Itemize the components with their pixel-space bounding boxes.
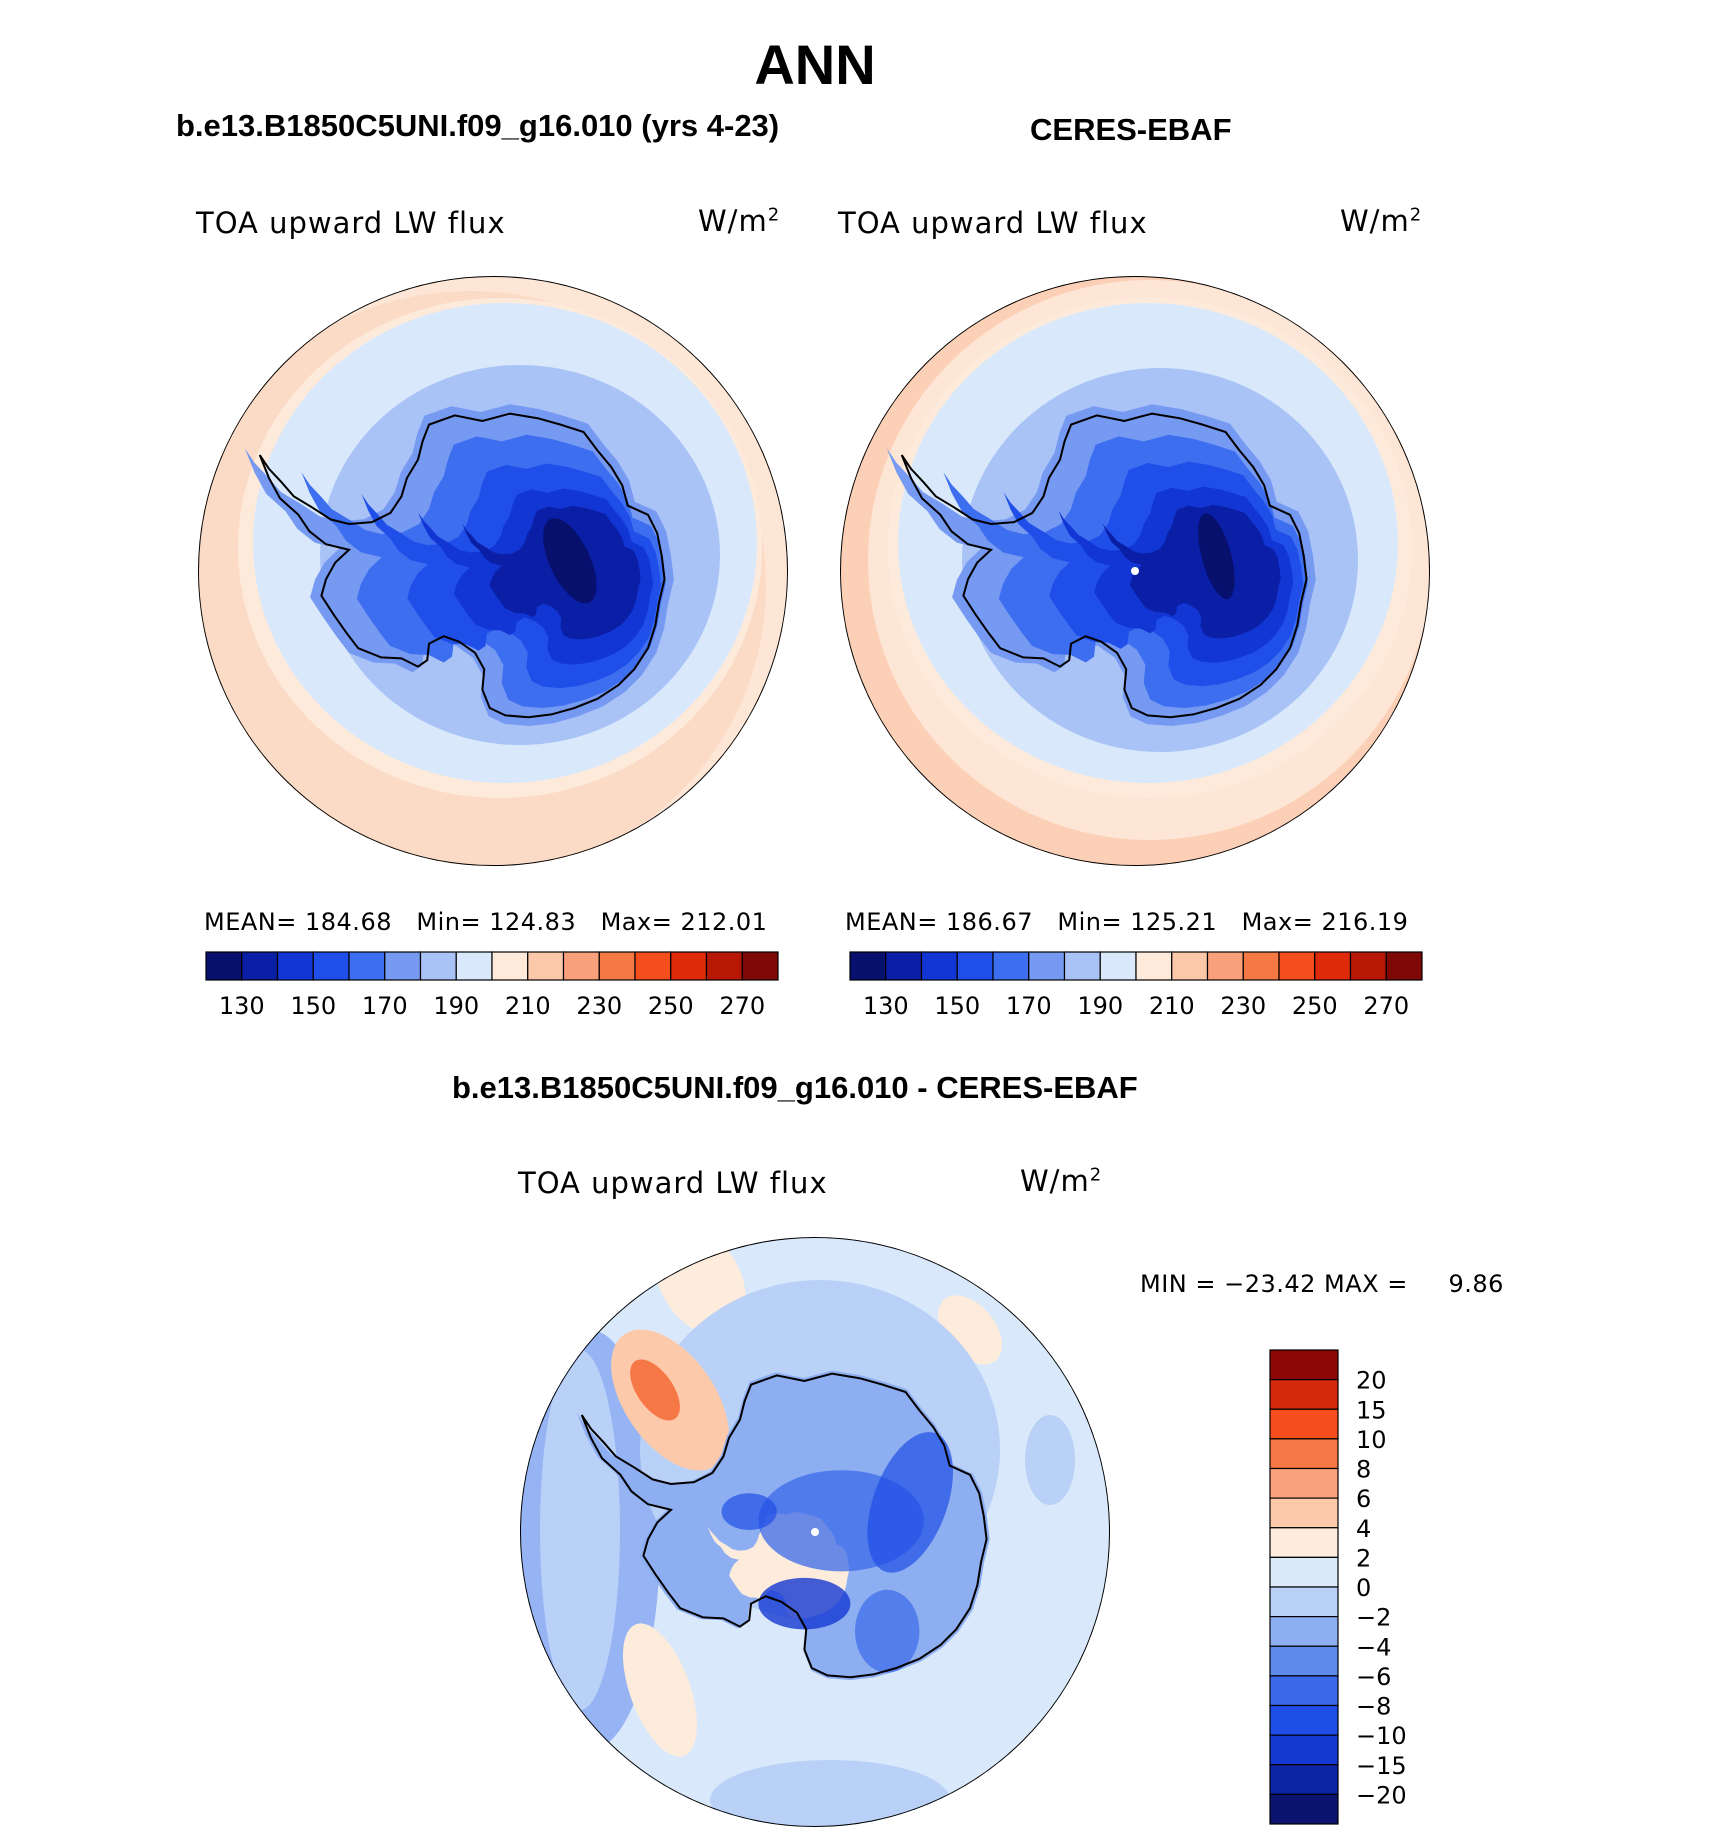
difference-colorbar-swatch <box>1269 1467 1339 1499</box>
panel2-colorbar-tick-label: 210 <box>1149 992 1195 1020</box>
difference-colorbar-tick-label: 15 <box>1356 1396 1387 1424</box>
panel2-colorbar-tick-label: 170 <box>1006 992 1052 1020</box>
panel1-colorbar-swatch <box>455 951 493 981</box>
difference-colorbar-swatch <box>1269 1497 1339 1529</box>
panel1-colorbar-tick-label: 170 <box>362 992 408 1020</box>
difference-colorbar-tick-label: 4 <box>1356 1515 1371 1543</box>
panel1-colorbar-tick-label: 150 <box>290 992 336 1020</box>
difference-colorbar-swatch <box>1269 1438 1339 1470</box>
difference-variable-label: TOA upward LW flux <box>518 1166 828 1200</box>
panel1-colorbar-swatch <box>670 951 708 981</box>
panel1-colorbar-tick-label: 250 <box>648 992 694 1020</box>
panel1-colorbar-swatch <box>419 951 457 981</box>
difference-units-label: W/m2 <box>1020 1164 1103 1198</box>
panel1-colorbar-swatch <box>527 951 565 981</box>
panel2-colorbar-swatch <box>1242 951 1280 981</box>
panel2-colorbar-tick-label: 130 <box>863 992 909 1020</box>
panel1-colorbar-swatch <box>384 951 422 981</box>
difference-map <box>520 1237 1110 1827</box>
panel2-colorbar-swatch <box>1028 951 1066 981</box>
difference-colorbar-tick-label: −4 <box>1356 1633 1391 1661</box>
panel1-variable-label: TOA upward LW flux <box>196 206 506 240</box>
panel1-colorbar-swatch <box>205 951 243 981</box>
panel1-colorbar-swatch <box>241 951 279 981</box>
panel2-units-label: W/m2 <box>1340 204 1423 238</box>
difference-colorbar-tick-label: −15 <box>1356 1752 1407 1780</box>
panel2-colorbar-swatch <box>1206 951 1244 981</box>
difference-minmax: MIN = −23.42 MAX = 9.86 <box>1140 1270 1504 1298</box>
difference-colorbar-tick-label: 20 <box>1356 1367 1387 1395</box>
panel2-colorbar-swatch <box>1171 951 1209 981</box>
panel1-colorbar-swatch <box>491 951 529 981</box>
panel1-colorbar-swatch <box>312 951 350 981</box>
difference-colorbar-swatch <box>1269 1556 1339 1588</box>
panel1-colorbar-tick-label: 130 <box>219 992 265 1020</box>
difference-colorbar-tick-label: 10 <box>1356 1426 1387 1454</box>
panel2-colorbar-tick-label: 230 <box>1220 992 1266 1020</box>
difference-colorbar-tick-label: 0 <box>1356 1574 1371 1602</box>
panel1-colorbar-swatch <box>562 951 600 981</box>
panel1-colorbar-swatch <box>705 951 743 981</box>
difference-title: b.e13.B1850C5UNI.f09_g16.010 - CERES-EBA… <box>452 1070 1138 1105</box>
difference-colorbar-tick-label: −2 <box>1356 1604 1391 1632</box>
difference-colorbar-swatch <box>1269 1616 1339 1647</box>
difference-colorbar-swatch <box>1269 1349 1339 1381</box>
panel2-map <box>840 276 1430 866</box>
season-title: ANN <box>754 33 876 96</box>
panel2-colorbar-swatch <box>885 951 923 981</box>
panel2-colorbar-swatch <box>1135 951 1173 981</box>
panel1-colorbar-swatch <box>741 951 779 981</box>
panel1-stats: MEAN= 184.68 Min= 124.83 Max= 212.01 <box>204 908 768 936</box>
panel2-colorbar-swatch <box>1099 951 1137 981</box>
difference-colorbar-swatch <box>1269 1527 1339 1558</box>
panel2-colorbar-tick-label: 190 <box>1077 992 1123 1020</box>
panel2-colorbar-swatch <box>1063 951 1101 981</box>
panel2-colorbar-swatch <box>1314 951 1352 981</box>
panel2-colorbar: 130 150 170 190 210 230 250 270 <box>849 951 1423 1020</box>
panel1-colorbar-tick-label: 210 <box>505 992 551 1020</box>
panel1-colorbar-swatch <box>634 951 672 981</box>
panel2-colorbar-swatch <box>849 951 887 981</box>
difference-colorbar-swatch <box>1269 1379 1339 1410</box>
panel2-colorbar-swatch <box>1349 951 1387 981</box>
difference-colorbar-tick-label: 6 <box>1356 1485 1371 1513</box>
difference-colorbar-swatch <box>1269 1586 1339 1618</box>
difference-colorbar-swatch <box>1269 1704 1339 1736</box>
panel2-colorbar-swatch <box>956 951 994 981</box>
difference-colorbar-swatch <box>1269 1793 1339 1825</box>
panel1-colorbar-tick-label: 190 <box>433 992 479 1020</box>
difference-colorbar-swatch <box>1269 1734 1339 1766</box>
panel2-variable-label: TOA upward LW flux <box>838 206 1148 240</box>
panel1-case-title: b.e13.B1850C5UNI.f09_g16.010 (yrs 4-23) <box>176 108 780 143</box>
difference-colorbar-swatch <box>1269 1645 1339 1677</box>
panel2-colorbar-tick-label: 270 <box>1363 992 1409 1020</box>
panel2-colorbar-swatch <box>992 951 1030 981</box>
panel1-colorbar-swatch <box>598 951 636 981</box>
difference-colorbar-tick-label: 2 <box>1356 1544 1371 1572</box>
difference-colorbar-swatch <box>1269 1764 1339 1795</box>
panel1-colorbar-tick-label: 230 <box>576 992 622 1020</box>
panel1-colorbar-tick-label: 270 <box>719 992 765 1020</box>
panel2-case-title: CERES-EBAF <box>1030 112 1232 147</box>
difference-colorbar-tick-label: −6 <box>1356 1663 1391 1691</box>
difference-colorbar-tick-label: −10 <box>1356 1722 1407 1750</box>
difference-colorbar-tick-label: 8 <box>1356 1456 1371 1484</box>
panel1-colorbar: 130 150 170 190 210 230 250 270 <box>205 951 779 1020</box>
panel1-units-label: W/m2 <box>698 204 781 238</box>
difference-colorbar-tick-label: −8 <box>1356 1693 1391 1721</box>
panel1-colorbar-swatch <box>276 951 314 981</box>
panel2-colorbar-swatch <box>1278 951 1316 981</box>
panel2-colorbar-swatch <box>920 951 958 981</box>
panel2-colorbar-swatch <box>1385 951 1423 981</box>
panel2-colorbar-tick-label: 150 <box>934 992 980 1020</box>
panel2-colorbar-tick-label: 250 <box>1292 992 1338 1020</box>
difference-colorbar-swatch <box>1269 1408 1339 1440</box>
panel1-map <box>198 276 788 866</box>
difference-colorbar-tick-label: −20 <box>1356 1781 1407 1809</box>
difference-colorbar-swatch <box>1269 1675 1339 1707</box>
panel2-stats: MEAN= 186.67 Min= 125.21 Max= 216.19 <box>845 908 1409 936</box>
panel1-colorbar-swatch <box>348 951 386 981</box>
